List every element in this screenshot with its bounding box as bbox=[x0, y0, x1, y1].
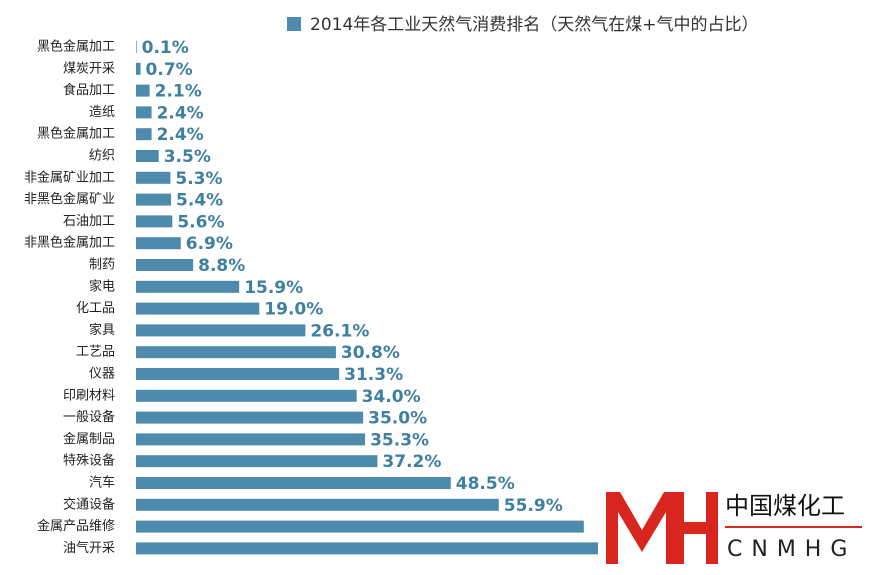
bar bbox=[136, 259, 194, 271]
bar bbox=[136, 280, 240, 293]
value-label: 31.3% bbox=[344, 365, 403, 385]
bar bbox=[136, 324, 306, 337]
value-label: 3.5% bbox=[164, 147, 211, 167]
logo-mark bbox=[672, 492, 718, 564]
watermark-name: 中国煤化工 bbox=[725, 492, 845, 520]
legend-swatch bbox=[287, 17, 301, 31]
value-label: 48.5% bbox=[456, 474, 515, 494]
y-tick-label: 造纸 bbox=[89, 105, 115, 120]
bar bbox=[136, 346, 336, 359]
y-tick-label: 黑色金属加工 bbox=[37, 126, 115, 142]
bar bbox=[136, 237, 181, 250]
bar bbox=[136, 302, 260, 315]
value-label: 55.9% bbox=[504, 496, 563, 516]
y-tick-label: 特殊设备 bbox=[63, 453, 115, 469]
bar bbox=[136, 498, 499, 511]
value-label: 5.4% bbox=[176, 191, 223, 211]
value-label: 26.1% bbox=[310, 321, 369, 341]
y-tick-label: 油气开采 bbox=[63, 540, 115, 556]
y-tick-label: 金属产品维修 bbox=[37, 518, 115, 534]
bar bbox=[136, 106, 152, 119]
y-tick-label: 食品加工 bbox=[63, 82, 115, 98]
watermark: 中国煤化工 CNMHG bbox=[598, 484, 869, 571]
value-label: 15.9% bbox=[244, 278, 303, 298]
y-tick-label: 家具 bbox=[89, 322, 115, 338]
bar bbox=[136, 150, 159, 162]
y-tick-label: 煤炭开采 bbox=[63, 61, 115, 76]
bar bbox=[136, 433, 366, 446]
bar bbox=[136, 171, 171, 184]
y-tick-label: 制药 bbox=[89, 258, 115, 273]
value-label: 34.0% bbox=[362, 387, 421, 407]
bar bbox=[136, 41, 137, 53]
value-label: 5.3% bbox=[175, 169, 222, 189]
value-label: 0.1% bbox=[142, 38, 189, 58]
value-label: 37.2% bbox=[382, 452, 441, 472]
value-label: 19.0% bbox=[264, 300, 323, 320]
value-label: 30.8% bbox=[341, 343, 400, 363]
value-label: 35.0% bbox=[368, 409, 427, 429]
bars: 黑色金属加工 0.1% 煤炭开采 0.7% 食品加工 2.1% 造纸 2.4% 黑色金属加工 2.… bbox=[24, 38, 753, 556]
watermark-latin: CNMHG bbox=[727, 537, 856, 562]
y-tick-label: 仪器 bbox=[89, 367, 115, 382]
y-tick-label: 纺织 bbox=[89, 149, 115, 164]
bar bbox=[136, 128, 152, 141]
y-tick-label: 化工品 bbox=[76, 301, 115, 316]
bar bbox=[136, 411, 364, 424]
y-tick-label: 汽车 bbox=[89, 475, 115, 491]
bar bbox=[136, 520, 584, 533]
y-tick-label: 一般设备 bbox=[63, 409, 115, 425]
y-tick-label: 非黑色金属加工 bbox=[24, 235, 115, 251]
bar bbox=[136, 368, 340, 380]
logo-mark bbox=[606, 492, 678, 564]
value-label: 0.7% bbox=[146, 60, 193, 80]
y-tick-label: 家电 bbox=[89, 278, 115, 294]
value-label: 2.4% bbox=[157, 125, 204, 145]
y-tick-label: 石油加工 bbox=[63, 214, 115, 229]
bar bbox=[136, 215, 173, 228]
y-tick-label: 金属制品 bbox=[63, 431, 115, 447]
bar bbox=[136, 455, 378, 468]
value-label: 2.1% bbox=[155, 82, 202, 102]
value-label: 6.9% bbox=[186, 234, 233, 254]
value-label: 2.4% bbox=[157, 103, 204, 123]
y-tick-label: 非金属矿业加工 bbox=[24, 169, 115, 185]
y-tick-label: 工艺品 bbox=[76, 345, 115, 360]
y-tick-label: 印刷材料 bbox=[63, 388, 115, 403]
bar bbox=[136, 84, 150, 97]
bar bbox=[136, 193, 172, 206]
bar bbox=[136, 62, 141, 75]
legend-label: 2014年各工业天然气消费排名（天然气在煤+气中的占比） bbox=[310, 15, 759, 35]
value-label: 8.8% bbox=[198, 256, 245, 276]
value-label: 5.6% bbox=[177, 212, 224, 232]
y-tick-label: 黑色金属加工 bbox=[37, 39, 115, 55]
bar bbox=[136, 389, 357, 402]
bar bbox=[136, 477, 451, 489]
y-tick-label: 交通设备 bbox=[63, 496, 115, 512]
y-tick-label: 非黑色金属矿业 bbox=[24, 191, 115, 207]
value-label: 35.3% bbox=[370, 430, 429, 450]
